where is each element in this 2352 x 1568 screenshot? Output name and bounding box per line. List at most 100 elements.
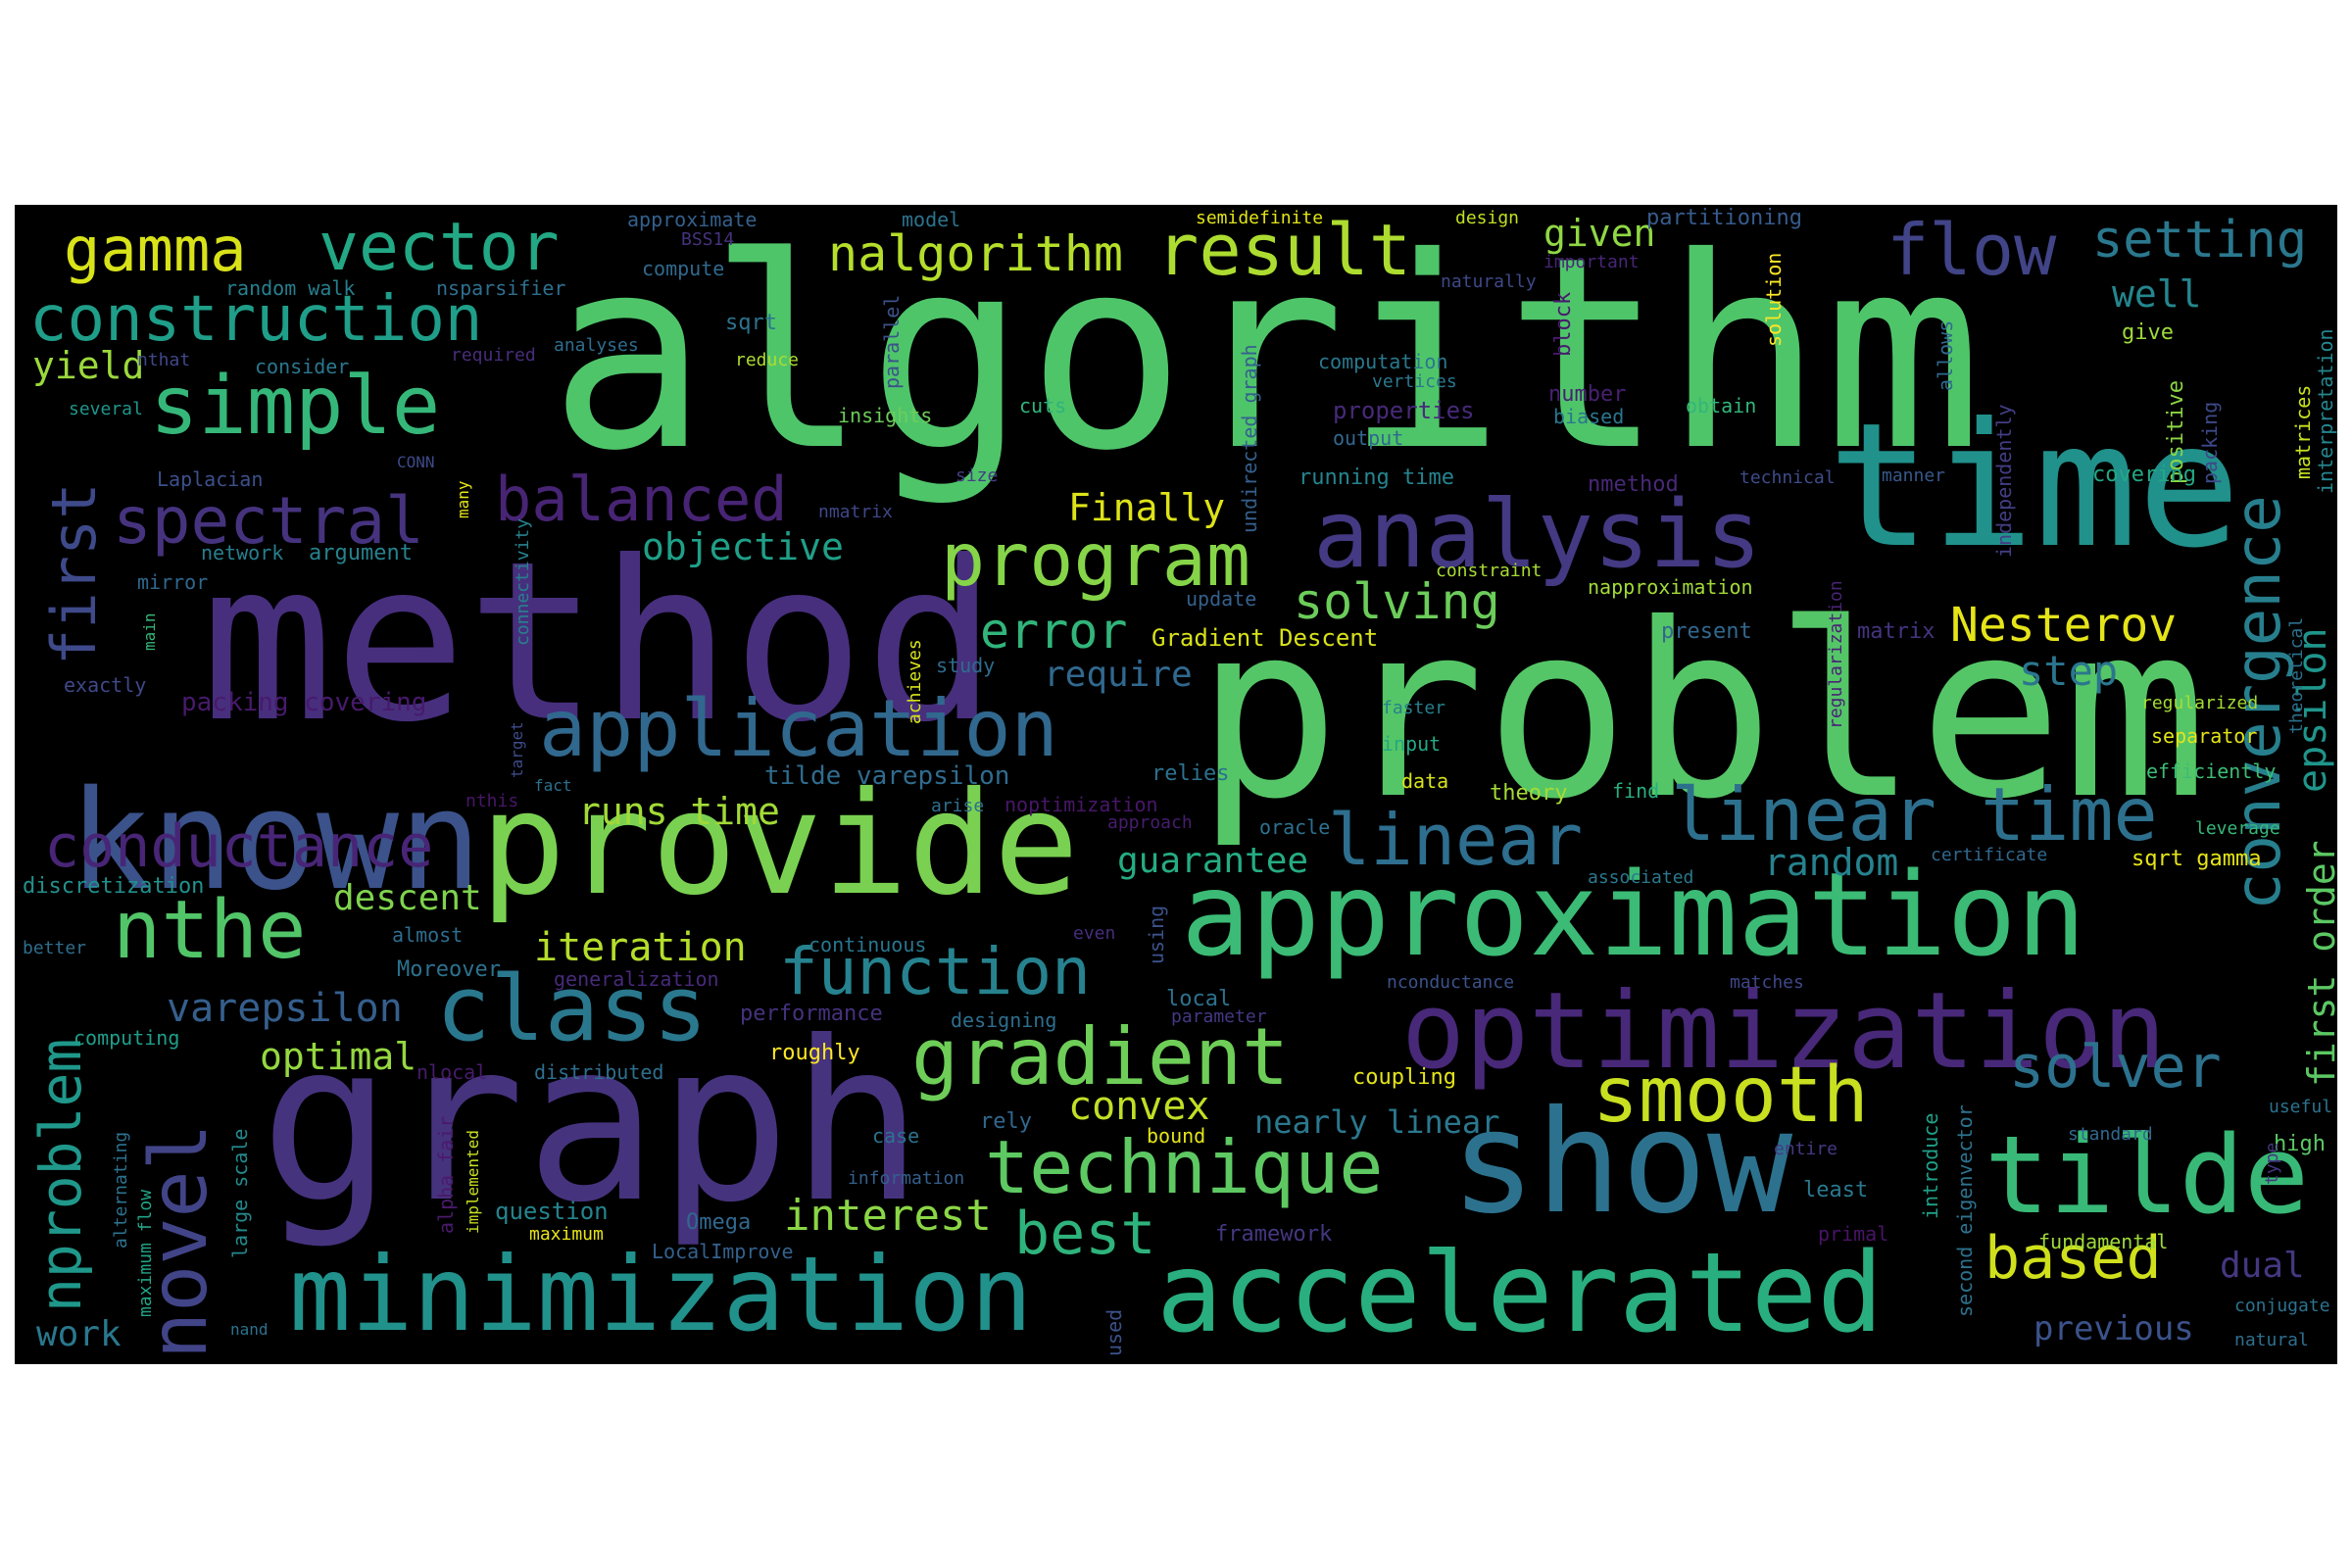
word-parameter: parameter — [1171, 1006, 1267, 1027]
word-approach: approach — [1107, 812, 1193, 833]
word-entire: entire — [1774, 1139, 1838, 1159]
word-reduce: reduce — [735, 350, 800, 370]
word-nlocal: nlocal — [416, 1060, 488, 1084]
word-coupling: coupling — [1352, 1065, 1456, 1090]
word-linear: linear — [1328, 799, 1584, 881]
word-smooth: smooth — [1592, 1052, 1869, 1140]
word-discretization: discretization — [23, 874, 205, 899]
word-regularization: regularization — [1826, 580, 1846, 729]
word-target: target — [508, 721, 526, 778]
word-partitioning: partitioning — [1646, 206, 1802, 230]
word-Nesterov: Nesterov — [1950, 598, 2178, 653]
word-computing: computing — [74, 1026, 180, 1050]
word-objective: objective — [642, 525, 844, 568]
word-iteration: iteration — [534, 925, 747, 970]
word-gradient: gradient — [911, 1011, 1290, 1102]
word-Omega: Omega — [686, 1210, 752, 1235]
word-number: number — [1548, 382, 1627, 407]
word-method: method — [201, 514, 998, 771]
word-independently: independently — [1992, 404, 2016, 558]
word-varepsilon: varepsilon — [167, 986, 403, 1031]
word-dual: dual — [2220, 1246, 2305, 1286]
word-associated: associated — [1588, 867, 1694, 888]
word-case: case — [872, 1124, 920, 1148]
word-solver: solver — [2009, 1033, 2222, 1102]
word-technical: technical — [1740, 467, 1836, 488]
word-given: given — [1544, 212, 1656, 255]
word-tilde-varepsilon: tilde varepsilon — [764, 761, 1010, 791]
word-application: application — [539, 683, 1058, 774]
word-balanced: balanced — [495, 464, 788, 535]
word-nmatrix: nmatrix — [818, 502, 893, 522]
word-matrix: matrix — [1857, 619, 1936, 644]
word-sqrt: sqrt — [725, 311, 777, 335]
word-napproximation: napproximation — [1588, 575, 1753, 599]
word-relies: relies — [1152, 761, 1230, 786]
word-required: required — [451, 345, 536, 366]
word-argument: argument — [309, 541, 413, 565]
word-conductance: conductance — [44, 812, 434, 881]
word-Laplacian: Laplacian — [157, 467, 264, 491]
word-faster: faster — [1382, 698, 1446, 718]
word-mirror: mirror — [137, 570, 209, 594]
word-many: many — [454, 480, 472, 518]
word-main: main — [140, 612, 159, 651]
word-connectivity: connectivity — [513, 517, 533, 646]
word-using: using — [1145, 905, 1168, 964]
word-naturally: naturally — [1441, 271, 1537, 292]
word-nthis: nthis — [466, 791, 519, 811]
word-distributed: distributed — [534, 1060, 664, 1084]
word-spectral: spectral — [113, 483, 424, 559]
word-designing: designing — [951, 1008, 1057, 1032]
word-input: input — [1382, 732, 1442, 756]
word-study: study — [936, 654, 996, 677]
word-obtain: obtain — [1686, 394, 1757, 417]
word-several: several — [69, 399, 143, 419]
word-packing: packing — [2198, 401, 2222, 484]
word-useful: useful — [2269, 1097, 2333, 1117]
word-certificate: certificate — [1931, 845, 2048, 865]
word-previous: previous — [2034, 1309, 2194, 1348]
word-implemented: implemented — [464, 1130, 482, 1234]
word-arise: arise — [931, 796, 985, 816]
word-maximum: maximum — [529, 1224, 604, 1245]
word-provide: provide — [480, 761, 1080, 927]
word-result: result — [1156, 209, 1412, 291]
word-error: error — [980, 603, 1128, 660]
word-nthe: nthe — [113, 884, 307, 977]
word-local: local — [1166, 987, 1232, 1011]
word-nconductance: nconductance — [1387, 972, 1515, 993]
word-time: time — [1828, 387, 2241, 586]
word-better: better — [23, 938, 87, 958]
word-high: high — [2274, 1132, 2326, 1156]
word-almost: almost — [392, 923, 464, 947]
word-rely: rely — [980, 1109, 1032, 1134]
word-natural: natural — [2234, 1330, 2309, 1350]
word-introduce: introduce — [1919, 1112, 1942, 1219]
word-exactly: exactly — [64, 673, 147, 697]
word-type: type — [2262, 1142, 2282, 1185]
word-construction: construction — [29, 283, 483, 356]
word-packing-covering: packing covering — [181, 688, 427, 717]
word-data: data — [1401, 769, 1449, 793]
word-biased: biased — [1553, 405, 1625, 428]
word-noptimization: noptimization — [1004, 793, 1158, 816]
word-random-walk: random walk — [225, 276, 356, 300]
word-give: give — [2122, 320, 2174, 345]
word-regularized: regularized — [2141, 693, 2259, 713]
word-require: require — [1044, 655, 1193, 695]
word-work: work — [36, 1314, 122, 1354]
word-undirected-graph: undirected graph — [1238, 344, 1261, 533]
word-analyses: analyses — [554, 335, 639, 356]
word-problem: problem — [1196, 572, 2208, 852]
word-compute: compute — [642, 257, 725, 280]
word-manner: manner — [1882, 466, 1946, 486]
word-runs-time: runs time — [578, 790, 780, 833]
word-constraint: constraint — [1436, 561, 1543, 581]
word-large-scale: large scale — [228, 1128, 252, 1258]
word-matches: matches — [1730, 972, 1804, 993]
word-nsparsifier: nsparsifier — [436, 276, 566, 300]
word-nearly-linear: nearly linear — [1254, 1103, 1500, 1141]
word-class: class — [436, 956, 708, 1061]
word-covering: covering — [2092, 463, 2196, 487]
